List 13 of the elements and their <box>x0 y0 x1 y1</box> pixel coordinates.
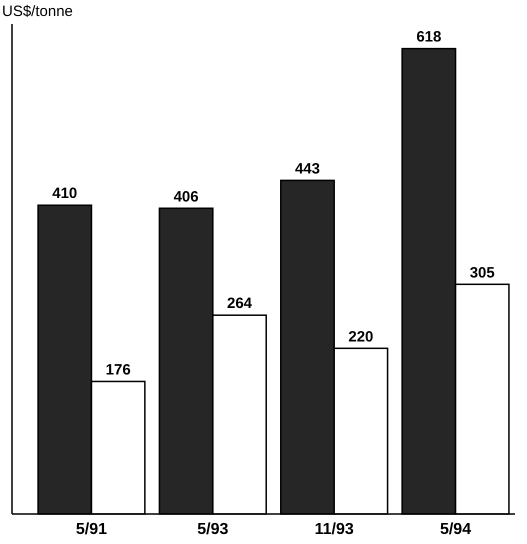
data-label: 406 <box>174 188 199 206</box>
data-label: 264 <box>227 295 253 312</box>
data-label: 618 <box>416 28 442 46</box>
x-tick-label: 5/94 <box>440 521 472 538</box>
x-tick-label: 5/93 <box>197 521 228 538</box>
x-tick-label: 5/91 <box>76 521 108 538</box>
y-axis-title: US$/tonne <box>2 3 73 20</box>
data-label: 410 <box>52 185 78 202</box>
data-label: 176 <box>106 361 131 378</box>
data-label: 443 <box>294 160 320 178</box>
x-tick-label: 11/93 <box>314 521 354 538</box>
data-label: 220 <box>348 328 374 346</box>
data-label: 305 <box>470 264 495 282</box>
